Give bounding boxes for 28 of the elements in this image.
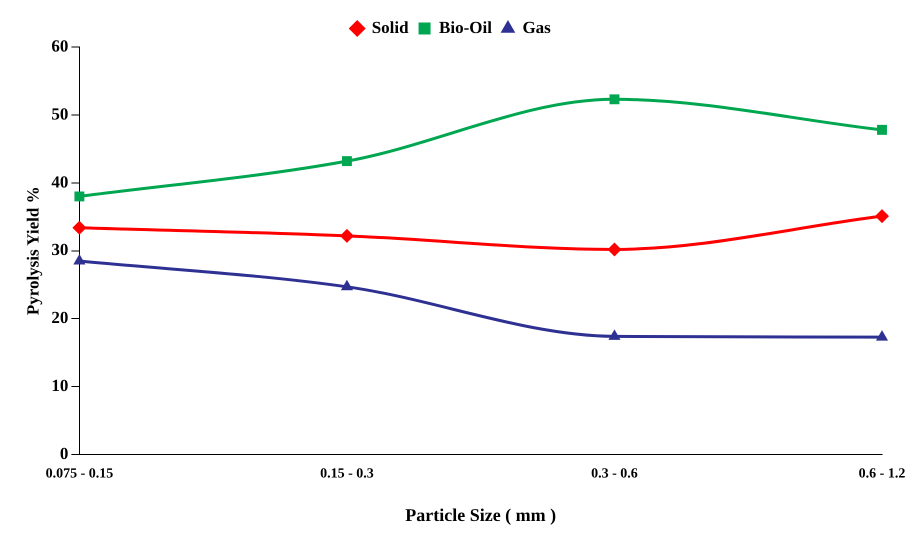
legend-label: Solid — [372, 18, 410, 37]
x-tick-label: 0.075 - 0.15 — [46, 466, 114, 482]
y-tick-label: 40 — [51, 172, 68, 192]
point — [340, 280, 353, 290]
y-tick-label: 30 — [51, 240, 68, 260]
point — [342, 156, 352, 166]
y-tick-label: 50 — [51, 104, 68, 124]
y-tick-label: 0 — [60, 444, 68, 463]
point — [877, 124, 887, 135]
point — [876, 330, 888, 341]
x-axis-title: Particle Size ( mm ) — [405, 504, 556, 525]
point — [74, 192, 84, 202]
legend-label: Bio-Oil — [439, 18, 492, 37]
point — [340, 228, 354, 243]
point — [610, 94, 620, 104]
legend-label: Gas — [522, 18, 552, 37]
y-axis-title: Pyrolysis Yield % — [24, 186, 43, 316]
x-tick-label: 0.3 - 0.6 — [591, 466, 638, 482]
y-tick-label: 20 — [51, 308, 68, 328]
point — [608, 329, 621, 340]
point — [875, 209, 889, 224]
point — [72, 220, 86, 235]
x-tick-label: 0.15 - 0.3 — [320, 466, 374, 482]
y-tick-label: 60 — [51, 36, 68, 56]
point — [607, 242, 622, 256]
x-tick-label: 0.6 - 1.2 — [858, 466, 906, 482]
point — [73, 254, 86, 264]
y-tick-label: 10 — [51, 376, 68, 396]
